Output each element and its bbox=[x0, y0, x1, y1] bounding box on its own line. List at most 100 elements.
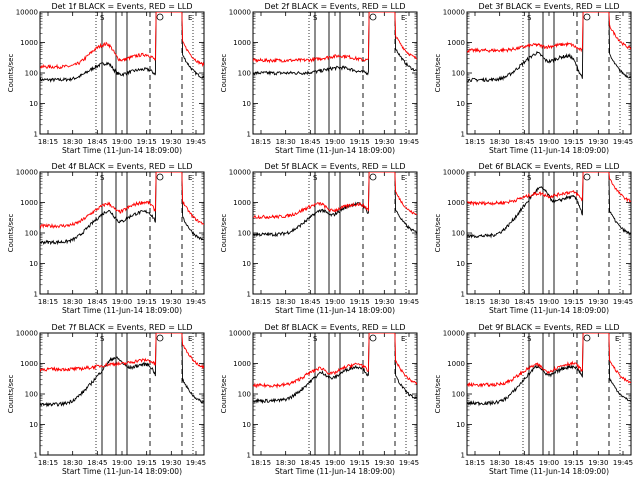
peak-marker bbox=[583, 334, 591, 342]
events-series-line bbox=[467, 172, 631, 239]
x-axis-label: Start Time (11-Jun-14 18:09:00) bbox=[489, 306, 609, 315]
x-tick-label: 19:45 bbox=[399, 459, 419, 467]
y-tick-label: 100 bbox=[238, 230, 251, 238]
panel-7: Det 7f BLACK = Events, RED = LLD 1 10 100 10… bbox=[7, 323, 206, 476]
x-axis-label: Start Time (11-Jun-14 18:09:00) bbox=[62, 306, 182, 315]
y-tick-label: 10000 bbox=[16, 9, 38, 17]
y-tick-label: 10 bbox=[29, 260, 38, 268]
x-tick-label: 18:15 bbox=[38, 298, 58, 306]
y-axis-label: Counts/sec bbox=[434, 375, 442, 414]
events-series-line bbox=[467, 333, 631, 407]
x-tick-label: 18:30 bbox=[63, 298, 83, 306]
y-tick-label: 10000 bbox=[16, 330, 38, 338]
marker-label-s: S bbox=[527, 335, 532, 343]
y-tick-label: 1000 bbox=[233, 39, 251, 47]
x-axis-label: Start Time (11-Jun-14 18:09:00) bbox=[275, 306, 395, 315]
x-tick-label: 19:45 bbox=[613, 459, 633, 467]
marker-label-e: E bbox=[188, 174, 192, 182]
y-tick-label: 1000 bbox=[20, 199, 38, 207]
y-tick-label: 1000 bbox=[233, 360, 251, 368]
lld-series-line bbox=[467, 333, 631, 388]
plot-frame bbox=[39, 171, 205, 295]
y-tick-label: 1 bbox=[247, 291, 251, 299]
peak-marker bbox=[156, 13, 164, 21]
y-tick-label: 100 bbox=[452, 391, 465, 399]
x-tick-label: 19:00 bbox=[112, 459, 132, 467]
panel-title: Det 4f BLACK = Events, RED = LLD bbox=[51, 162, 192, 171]
lld-series-line bbox=[467, 172, 631, 207]
marker-label-e: E bbox=[401, 335, 405, 343]
y-axis-label: Counts/sec bbox=[7, 375, 15, 414]
y-tick-label: 100 bbox=[25, 391, 38, 399]
marker-label-s: S bbox=[527, 14, 532, 22]
panel-2: Det 2f BLACK = Events, RED = LLD 1 10 100 10… bbox=[220, 2, 419, 155]
peak-marker bbox=[156, 173, 164, 181]
x-tick-label: 18:30 bbox=[490, 459, 510, 467]
peak-marker bbox=[583, 173, 591, 181]
x-tick-label: 19:15 bbox=[137, 298, 157, 306]
x-tick-label: 18:30 bbox=[63, 138, 83, 146]
y-tick-label: 1 bbox=[247, 131, 251, 139]
x-tick-label: 19:00 bbox=[325, 298, 345, 306]
peak-marker bbox=[369, 173, 377, 181]
x-tick-label: 19:45 bbox=[613, 298, 633, 306]
x-tick-label: 18:15 bbox=[251, 138, 271, 146]
x-tick-label: 18:45 bbox=[300, 138, 320, 146]
y-tick-label: 1 bbox=[461, 131, 465, 139]
peak-marker bbox=[369, 334, 377, 342]
x-tick-label: 19:00 bbox=[112, 298, 132, 306]
x-tick-label: 18:45 bbox=[514, 298, 534, 306]
y-tick-label: 10 bbox=[242, 421, 251, 429]
x-tick-label: 18:15 bbox=[465, 459, 485, 467]
x-tick-label: 19:00 bbox=[539, 138, 559, 146]
x-tick-label: 18:45 bbox=[514, 138, 534, 146]
y-axis-label: Counts/sec bbox=[7, 214, 15, 253]
x-tick-label: 18:45 bbox=[514, 459, 534, 467]
x-tick-label: 18:15 bbox=[38, 138, 58, 146]
x-axis-label: Start Time (11-Jun-14 18:09:00) bbox=[275, 146, 395, 155]
peak-marker bbox=[583, 13, 591, 21]
y-tick-label: 100 bbox=[452, 230, 465, 238]
y-tick-label: 1 bbox=[461, 291, 465, 299]
x-tick-label: 18:30 bbox=[276, 459, 296, 467]
x-tick-label: 18:45 bbox=[300, 459, 320, 467]
events-series-line bbox=[40, 333, 204, 408]
x-tick-label: 19:45 bbox=[613, 138, 633, 146]
x-tick-label: 19:15 bbox=[564, 138, 584, 146]
y-tick-label: 100 bbox=[452, 70, 465, 78]
plot-frame bbox=[252, 332, 418, 456]
plot-frame bbox=[39, 11, 205, 135]
y-tick-label: 1000 bbox=[233, 199, 251, 207]
x-tick-label: 19:15 bbox=[350, 138, 370, 146]
x-tick-label: 19:30 bbox=[588, 138, 608, 146]
y-tick-label: 1000 bbox=[447, 39, 465, 47]
y-tick-label: 10 bbox=[242, 260, 251, 268]
panel-4: Det 4f BLACK = Events, RED = LLD 1 10 100 10… bbox=[7, 162, 206, 315]
panel-title: Det 6f BLACK = Events, RED = LLD bbox=[478, 162, 619, 171]
peak-marker bbox=[369, 13, 377, 21]
panel-title: Det 9f BLACK = Events, RED = LLD bbox=[478, 323, 619, 332]
x-tick-label: 19:45 bbox=[399, 298, 419, 306]
panel-title: Det 5f BLACK = Events, RED = LLD bbox=[264, 162, 405, 171]
x-tick-label: 18:15 bbox=[251, 459, 271, 467]
x-tick-label: 18:15 bbox=[465, 138, 485, 146]
x-tick-label: 19:30 bbox=[588, 298, 608, 306]
y-tick-label: 1 bbox=[34, 291, 38, 299]
x-tick-label: 19:00 bbox=[325, 459, 345, 467]
x-tick-label: 19:30 bbox=[161, 138, 181, 146]
x-tick-label: 18:30 bbox=[63, 459, 83, 467]
x-tick-label: 19:15 bbox=[137, 138, 157, 146]
x-tick-label: 19:30 bbox=[161, 459, 181, 467]
peak-marker bbox=[156, 334, 164, 342]
marker-label-s: S bbox=[313, 335, 318, 343]
y-tick-label: 10 bbox=[29, 100, 38, 108]
x-tick-label: 18:30 bbox=[276, 298, 296, 306]
x-tick-label: 18:45 bbox=[87, 459, 107, 467]
y-tick-label: 10000 bbox=[229, 330, 251, 338]
y-tick-label: 100 bbox=[25, 70, 38, 78]
y-tick-label: 1 bbox=[34, 131, 38, 139]
x-tick-label: 19:45 bbox=[186, 298, 206, 306]
y-tick-label: 1000 bbox=[447, 199, 465, 207]
x-tick-label: 18:45 bbox=[300, 298, 320, 306]
